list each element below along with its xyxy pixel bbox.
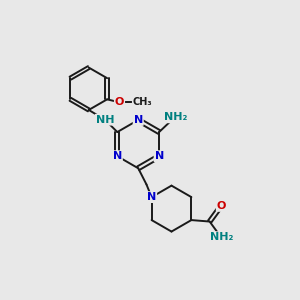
Text: NH: NH xyxy=(96,115,114,125)
Text: CH₃: CH₃ xyxy=(132,97,152,107)
Text: N: N xyxy=(154,151,164,161)
Text: O: O xyxy=(115,97,124,107)
Text: NH₂: NH₂ xyxy=(210,232,233,242)
Text: N: N xyxy=(113,151,122,161)
Text: N: N xyxy=(134,115,143,125)
Text: O: O xyxy=(217,201,226,211)
Text: NH₂: NH₂ xyxy=(164,112,187,122)
Text: N: N xyxy=(147,192,156,202)
